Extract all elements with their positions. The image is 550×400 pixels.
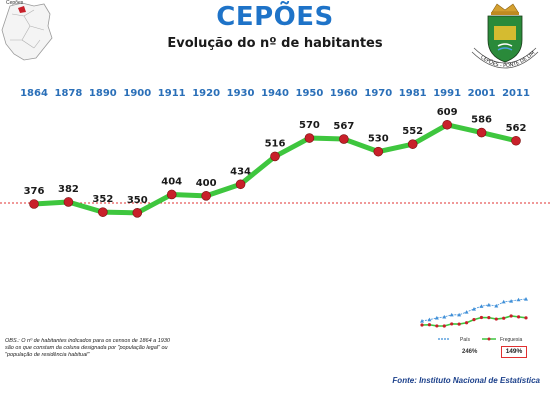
year-label: 1911 xyxy=(158,88,186,99)
mini-freguesia-point xyxy=(442,324,446,328)
mini-pais-point xyxy=(449,312,454,317)
mini-series-freguesia xyxy=(420,314,528,328)
page-subtitle: Evolução do nº de habitantes xyxy=(167,36,383,51)
year-label: 1981 xyxy=(399,88,427,99)
year-label: 2011 xyxy=(502,88,530,99)
mini-pais-point xyxy=(464,310,469,314)
data-point xyxy=(373,146,384,157)
data-label: 350 xyxy=(127,195,148,206)
pct-freguesia-badge: 149% xyxy=(501,346,527,358)
mini-pais-point xyxy=(427,317,432,322)
coat-of-arms-icon: CEPÕES - PONTE DE LIMA xyxy=(462,0,539,69)
comparison-mini-chart: País Freguesia 246% xyxy=(420,297,528,355)
mini-freguesia-point xyxy=(450,322,454,326)
year-axis: 1864 1878 1890 1900 1911 1920 1930 1940 1950 1960… xyxy=(20,88,530,99)
observations-note: OBS.: O nº de habitantes indicados para … xyxy=(5,338,170,358)
data-labels: 376 382 352 350 404 400 434 516 570 567 530 552 609 5… xyxy=(24,107,527,206)
mini-series-pais xyxy=(420,297,528,323)
data-label: 434 xyxy=(230,166,251,177)
year-label: 1920 xyxy=(192,88,220,99)
data-markers xyxy=(29,119,521,218)
year-label: 1940 xyxy=(261,88,289,99)
mini-freguesia-point xyxy=(427,323,432,327)
data-point xyxy=(201,191,211,201)
mini-pais-point xyxy=(420,319,424,323)
data-label: 352 xyxy=(92,194,113,205)
data-label: 552 xyxy=(402,126,423,137)
data-label: 382 xyxy=(58,184,79,195)
data-label: 376 xyxy=(24,186,45,197)
source-note: Fonte: Instituto Nacional de Estatística xyxy=(392,376,540,385)
data-label: 567 xyxy=(333,121,354,132)
mini-pais-point xyxy=(516,297,521,302)
legend-freguesia-marker xyxy=(487,337,491,341)
mini-freguesia-point xyxy=(502,316,506,320)
mini-pais-point xyxy=(457,312,462,317)
data-point xyxy=(304,133,315,143)
mini-freguesia-point xyxy=(435,324,439,328)
legend-pais: País xyxy=(460,337,471,343)
year-label: 1950 xyxy=(296,88,324,99)
mini-pais-point xyxy=(479,304,484,308)
legend-freguesia: Freguesia xyxy=(500,337,522,343)
year-label: 1900 xyxy=(123,88,151,99)
mini-pais-point xyxy=(486,302,491,307)
data-point xyxy=(235,179,246,190)
mini-pais-line xyxy=(421,298,527,322)
year-label: 1878 xyxy=(55,88,83,99)
data-label: 404 xyxy=(161,176,182,187)
data-label: 516 xyxy=(265,138,286,149)
mini-freguesia-point xyxy=(509,314,513,318)
data-point xyxy=(339,134,349,144)
data-point xyxy=(511,135,521,146)
map-caption: Cepões xyxy=(6,0,24,6)
mini-pais-point xyxy=(434,315,439,320)
data-label: 400 xyxy=(196,178,217,189)
mini-freguesia-point xyxy=(420,323,424,327)
mini-pais-point xyxy=(509,299,514,303)
location-map xyxy=(1,2,53,61)
pct-pais: 246% xyxy=(462,349,478,355)
data-point xyxy=(132,208,143,218)
mini-freguesia-point xyxy=(516,315,521,319)
year-label: 1864 xyxy=(20,88,48,99)
data-point xyxy=(98,207,108,217)
year-label: 1930 xyxy=(227,88,255,99)
population-line-chart: 1864 1878 1890 1900 1911 1920 1930 1940 1950 1960… xyxy=(0,88,550,218)
data-label: 609 xyxy=(437,107,458,118)
data-point xyxy=(166,189,177,200)
mini-freguesia-point xyxy=(479,315,484,320)
mini-pais-point xyxy=(494,303,499,308)
year-label: 1890 xyxy=(89,88,117,99)
data-point xyxy=(63,197,74,207)
data-point xyxy=(407,139,418,149)
year-label: 2001 xyxy=(468,88,496,99)
data-point xyxy=(270,151,280,162)
mini-freguesia-point xyxy=(472,317,476,322)
data-label: 570 xyxy=(299,120,320,131)
mini-freguesia-point xyxy=(464,321,469,325)
data-point xyxy=(476,127,487,138)
data-label: 530 xyxy=(368,134,389,145)
mini-freguesia-point xyxy=(524,316,528,320)
mini-freguesia-point xyxy=(487,316,491,320)
data-label: 562 xyxy=(506,123,527,134)
mini-pais-point xyxy=(472,306,476,311)
mini-freguesia-point xyxy=(457,322,461,326)
mini-pais-point xyxy=(442,314,447,319)
mini-pais-point xyxy=(524,297,528,301)
year-label: 1970 xyxy=(364,88,392,99)
page-title: CEPÕES xyxy=(216,2,334,32)
data-point xyxy=(29,199,39,209)
mini-pais-point xyxy=(501,299,506,304)
year-label: 1991 xyxy=(433,88,461,99)
data-point xyxy=(442,119,452,130)
year-label: 1960 xyxy=(330,88,358,99)
mini-freguesia-point xyxy=(494,317,498,321)
data-label: 586 xyxy=(471,115,492,126)
